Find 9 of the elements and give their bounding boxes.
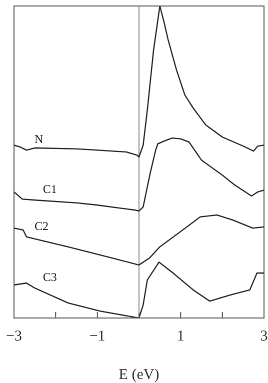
x-tick-label: −1 (89, 328, 106, 345)
x-tick-label: −3 (6, 328, 22, 345)
series-label: N (34, 132, 44, 146)
series-label: C1 (42, 182, 57, 196)
x-axis-title: E (eV) (118, 367, 160, 383)
series-label: C2 (34, 218, 49, 233)
x-tick-label: 1 (176, 328, 184, 345)
x-tick-label: 3 (260, 328, 268, 345)
series-label: C3 (42, 270, 57, 284)
